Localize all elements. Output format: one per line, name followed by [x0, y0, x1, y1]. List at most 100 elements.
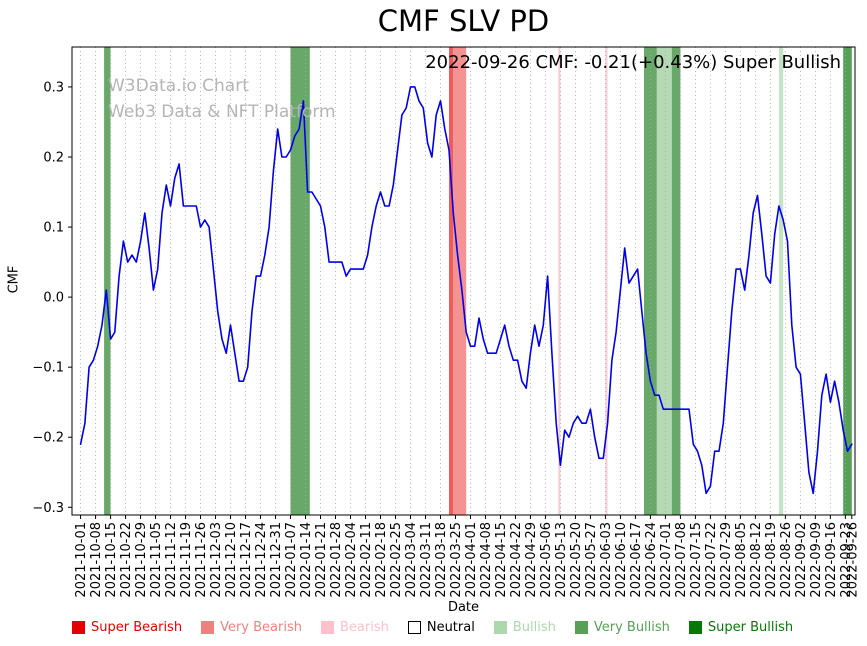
- legend-label: Very Bearish: [220, 620, 302, 635]
- x-tick-label: 2022-03-11: [419, 522, 434, 598]
- cmf-line-series: [79, 86, 853, 495]
- y-tick-label: −0.3: [32, 501, 64, 516]
- x-tick-label: 2022-01-07: [284, 522, 299, 598]
- x-tick-label: 2022-03-25: [449, 522, 464, 598]
- signal-band-bearish: [558, 47, 561, 515]
- y-tick-label: −0.1: [32, 361, 64, 376]
- legend-swatch: [574, 621, 588, 634]
- signal-band-very-bullish: [671, 47, 681, 515]
- legend-item-super-bearish: Super Bearish: [72, 620, 182, 635]
- legend-label: Neutral: [426, 620, 475, 635]
- y-tick-label: 0.1: [43, 221, 64, 236]
- y-axis-label: CMF: [6, 265, 22, 294]
- legend-label: Very Bullish: [593, 620, 670, 635]
- x-tick-label: 2022-02-18: [374, 522, 389, 598]
- x-tick-label: 2022-07-15: [689, 522, 704, 598]
- legend-swatch: [201, 621, 215, 634]
- watermark: W3Data.io Chart Web3 Data & NFT Platform: [108, 74, 336, 125]
- latest-value-annotation: 2022-09-26 CMF: -0.21(+0.43%) Super Bull…: [425, 52, 841, 73]
- legend-swatch: [493, 621, 507, 634]
- x-tick-label: 2021-11-19: [179, 522, 194, 598]
- x-tick-label: 2022-07-22: [704, 522, 719, 598]
- signal-band-very-bullish: [644, 47, 657, 515]
- x-tick-label: 2022-09-23: [839, 522, 854, 598]
- x-tick-label: 2022-06-17: [629, 522, 644, 598]
- x-tick-label: 2021-10-08: [89, 522, 104, 598]
- x-tick-label: 2021-12-03: [209, 522, 224, 598]
- x-tick-label: 2021-12-31: [269, 522, 284, 598]
- x-tick-label: 2022-04-08: [479, 522, 494, 598]
- x-tick-label: 2022-02-04: [344, 522, 359, 598]
- chart-title: CMF SLV PD: [377, 4, 550, 38]
- x-tick-label: 2022-05-13: [554, 522, 569, 598]
- signal-band-very-bullish: [290, 47, 310, 515]
- x-tick-label: 2022-04-01: [464, 522, 479, 598]
- x-tick-label: 2022-08-19: [764, 522, 779, 598]
- x-tick-label: 2021-10-22: [119, 522, 134, 598]
- legend-label: Super Bearish: [91, 620, 183, 635]
- x-tick-label: 2022-06-24: [644, 522, 659, 598]
- y-tick-label: 0.0: [43, 291, 64, 306]
- x-tick-label: 2021-10-29: [134, 522, 149, 598]
- x-tick-label: 2022-03-04: [404, 522, 419, 598]
- x-tick-label: 2022-04-22: [509, 522, 524, 598]
- x-tick-label: 2022-07-08: [674, 522, 689, 598]
- x-tick-label: 2022-06-10: [614, 522, 629, 598]
- legend-item-super-bullish: Super Bullish: [688, 620, 794, 635]
- x-tick-label: 2021-11-12: [164, 522, 179, 598]
- signal-band-super-bullish: [843, 47, 852, 515]
- y-tick-label: −0.2: [32, 431, 64, 446]
- x-tick-label: 2022-03-18: [434, 522, 449, 598]
- x-tick-label: 2021-12-24: [254, 522, 269, 598]
- legend-item-bearish: Bearish: [320, 620, 389, 635]
- watermark-line-2: Web3 Data & NFT Platform: [108, 101, 336, 122]
- legend: Super Bearish Very Bearish Bearish Neutral B…: [72, 620, 862, 635]
- legend-item-very-bullish: Very Bullish: [574, 620, 670, 635]
- x-tick-label: 2021-10-15: [104, 522, 119, 598]
- y-tick-label: 0.2: [43, 150, 64, 165]
- x-tick-label: 2022-09-26: [845, 522, 860, 598]
- x-tick-label: 2022-08-12: [749, 522, 764, 598]
- x-tick-label: 2022-01-21: [314, 522, 329, 598]
- x-tick-label: 2022-09-02: [794, 522, 809, 598]
- legend-item-neutral: Neutral: [407, 620, 475, 635]
- signal-band-bullish: [656, 47, 672, 515]
- x-tick-label: 2021-11-26: [194, 522, 209, 598]
- x-tick-label: 2022-08-05: [734, 522, 749, 598]
- y-tick-label: 0.3: [43, 80, 64, 95]
- x-tick-label: 2022-05-20: [569, 522, 584, 598]
- legend-label: Bullish: [512, 620, 556, 635]
- x-tick-label: 2022-05-06: [539, 522, 554, 598]
- x-tick-label: 2022-04-29: [524, 522, 539, 598]
- signal-band-very-bullish: [104, 47, 111, 515]
- x-tick-label: 2022-01-14: [299, 522, 314, 598]
- legend-label: Super Bullish: [707, 620, 794, 635]
- legend-item-very-bearish: Very Bearish: [201, 620, 302, 635]
- x-axis-label: Date: [447, 600, 480, 615]
- legend-label: Bearish: [339, 620, 389, 635]
- legend-item-bullish: Bullish: [493, 620, 556, 635]
- legend-swatch: [407, 621, 421, 634]
- x-tick-label: 2021-10-01: [74, 522, 89, 598]
- x-tick-label: 2022-01-28: [329, 522, 344, 598]
- x-tick-label: 2022-04-15: [494, 522, 509, 598]
- signal-band-bullish: [778, 47, 784, 515]
- x-tick-label: 2022-05-27: [584, 522, 599, 598]
- x-tick-label: 2022-09-09: [809, 522, 824, 598]
- watermark-line-1: W3Data.io Chart: [108, 76, 249, 96]
- x-tick-label: 2022-07-29: [719, 522, 734, 598]
- legend-swatch: [320, 621, 334, 634]
- plot-border: [71, 46, 856, 516]
- x-tick-label: 2022-02-11: [359, 522, 374, 598]
- x-tick-label: 2022-06-03: [599, 522, 614, 598]
- signal-band-super-bearish: [449, 47, 454, 515]
- x-tick-label: 2021-12-10: [224, 522, 239, 598]
- legend-swatch: [72, 621, 85, 634]
- signal-band-bearish: [605, 47, 608, 515]
- x-tick-label: 2022-02-25: [389, 522, 404, 598]
- x-tick-label: 2022-08-26: [779, 522, 794, 598]
- x-tick-label: 2022-09-16: [824, 522, 839, 598]
- x-tick-label: 2021-11-05: [149, 522, 164, 598]
